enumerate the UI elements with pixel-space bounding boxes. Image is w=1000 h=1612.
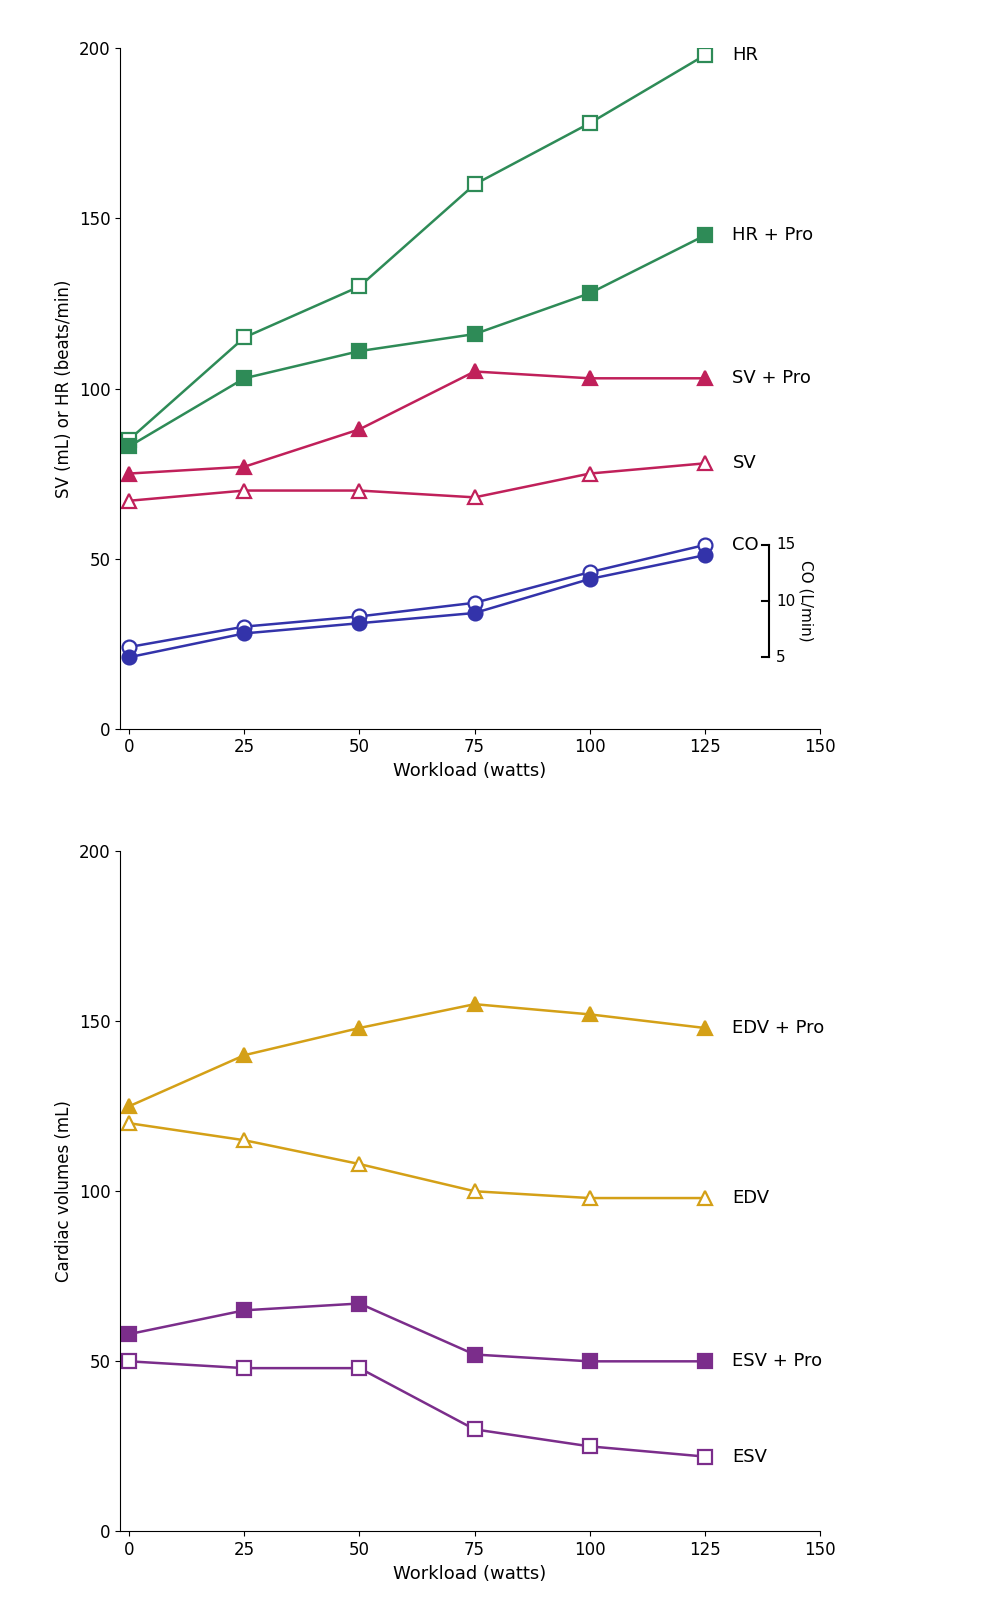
Text: EDV: EDV xyxy=(732,1190,770,1207)
Text: SV: SV xyxy=(732,455,756,472)
X-axis label: Workload (watts): Workload (watts) xyxy=(393,1565,547,1583)
Y-axis label: SV (mL) or HR (beats/min): SV (mL) or HR (beats/min) xyxy=(55,279,73,498)
Text: CO: CO xyxy=(732,535,759,555)
Text: 5: 5 xyxy=(776,650,786,664)
Text: HR + Pro: HR + Pro xyxy=(732,226,814,245)
X-axis label: Workload (watts): Workload (watts) xyxy=(393,762,547,780)
Text: EDV + Pro: EDV + Pro xyxy=(732,1019,825,1037)
Text: ESV: ESV xyxy=(732,1448,767,1465)
Text: SV + Pro: SV + Pro xyxy=(732,369,811,387)
Text: ESV + Pro: ESV + Pro xyxy=(732,1352,823,1370)
Text: 15: 15 xyxy=(776,537,795,553)
Text: HR: HR xyxy=(732,47,758,64)
Text: CO (L/min): CO (L/min) xyxy=(799,561,814,642)
Y-axis label: Cardiac volumes (mL): Cardiac volumes (mL) xyxy=(55,1101,73,1282)
Text: 10: 10 xyxy=(776,593,795,609)
